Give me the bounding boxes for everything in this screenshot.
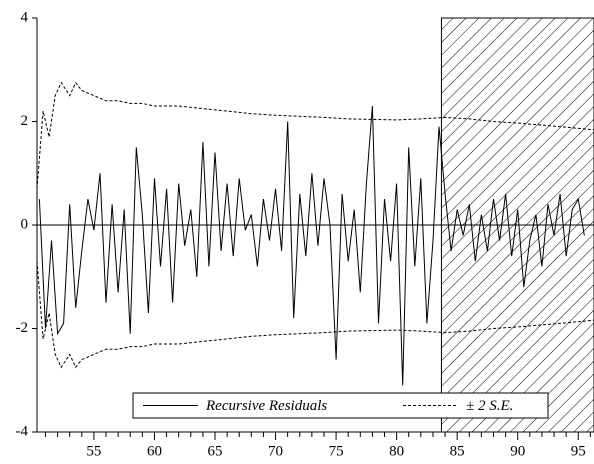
x-tick-label: 95 <box>571 443 586 459</box>
x-tick-label: 70 <box>268 443 283 459</box>
series-lower-line <box>36 261 594 369</box>
x-tick-label: 60 <box>147 443 162 459</box>
y-tick-label: 2 <box>21 113 29 129</box>
x-tick-label: 90 <box>510 443 525 459</box>
y-tick-label: 0 <box>21 216 29 232</box>
legend-label: Recursive Residuals <box>205 398 327 414</box>
y-tick-label: 4 <box>21 9 29 25</box>
x-tick-label: 55 <box>86 443 101 459</box>
legend-label: ± 2 S.E. <box>466 398 513 414</box>
x-tick-label: 85 <box>450 443 465 459</box>
x-tick-label: 65 <box>207 443 222 459</box>
legend-box <box>132 392 549 419</box>
series-line <box>38 105 585 386</box>
series-line <box>36 81 594 189</box>
y-tick-label: -2 <box>16 320 29 336</box>
x-tick-label: 80 <box>389 443 404 459</box>
x-tick-label: 75 <box>329 443 344 459</box>
y-tick-label: -4 <box>16 423 29 439</box>
